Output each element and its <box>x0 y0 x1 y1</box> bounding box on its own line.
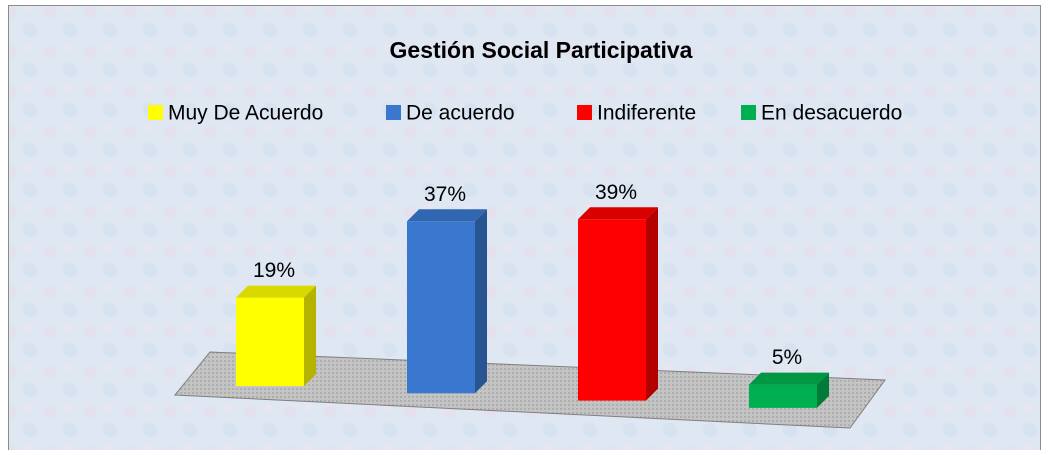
chart-title: Gestión Social Participativa <box>390 37 693 63</box>
bar <box>749 372 829 408</box>
bar <box>236 285 316 386</box>
legend-swatch <box>148 105 163 120</box>
data-label: 39% <box>595 181 637 204</box>
legend-swatch <box>577 105 592 120</box>
legend-label: Indiferente <box>597 102 696 125</box>
bar <box>407 209 487 394</box>
data-label: 5% <box>772 346 802 369</box>
legend-swatch <box>741 105 756 120</box>
legend-label: En desacuerdo <box>761 102 902 125</box>
bar <box>578 207 658 401</box>
data-label: 19% <box>253 259 295 282</box>
data-label: 37% <box>424 183 466 206</box>
legend-swatch <box>386 105 401 120</box>
floor <box>173 351 886 429</box>
legend-label: Muy De Acuerdo <box>168 102 323 125</box>
legend-label: De acuerdo <box>406 102 515 125</box>
